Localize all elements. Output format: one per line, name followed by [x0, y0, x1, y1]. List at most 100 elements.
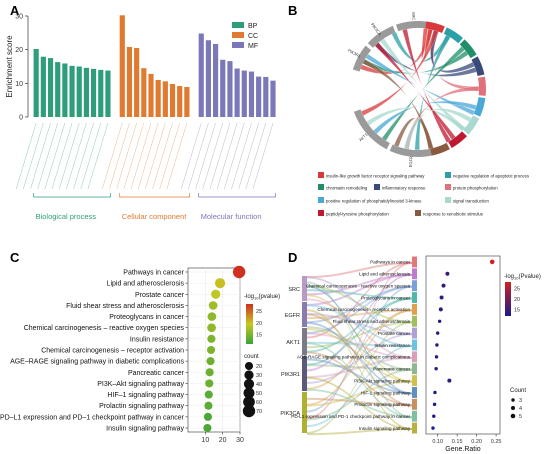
d-sankey-flow — [307, 285, 412, 413]
b-term-arc — [425, 21, 445, 33]
a-bar-mf — [263, 76, 269, 117]
a-group-label-mf: Molecular function — [201, 212, 262, 221]
d-sankey-flow — [307, 388, 412, 419]
d-sankey-flow — [307, 322, 412, 395]
a-term-label-placeholder — [15, 122, 37, 190]
c-category-label: PI3K–Akt signaling pathway — [97, 381, 184, 388]
b-term-arc — [443, 27, 463, 44]
d-category-label: Insulin signaling pathway — [359, 426, 411, 431]
a-bar-bp — [83, 67, 89, 117]
d-point — [447, 378, 452, 383]
d-sankey-flow — [307, 342, 412, 419]
panel-label-a: A — [10, 3, 20, 18]
d-sankey-flow — [307, 289, 412, 300]
a-term-label-placeholder — [23, 122, 44, 190]
b-legend-label: protein phosphorylation — [453, 186, 498, 191]
d-gene-node — [302, 356, 307, 391]
c-point — [232, 265, 246, 279]
a-bar-mf — [198, 33, 204, 117]
d-sankey-flow — [307, 297, 412, 366]
d-point — [435, 331, 440, 335]
a-bar-bp — [62, 63, 68, 117]
b-chord-ribbon — [366, 107, 466, 132]
c-size-legend-dot — [243, 378, 255, 390]
d-point — [438, 307, 443, 312]
d-category-node — [412, 339, 417, 351]
c-size-legend-title: count — [244, 354, 259, 360]
d-sankey-flow — [307, 368, 412, 421]
d-size-legend-dot — [510, 413, 516, 419]
d-sankey-flow — [307, 294, 412, 383]
panel-label-c: C — [10, 250, 20, 265]
d-point — [434, 367, 438, 371]
d-category-node — [412, 327, 417, 339]
d-color-tick-label: 20 — [514, 297, 520, 303]
c-x-tick-label: 10 — [201, 437, 209, 444]
d-category-node — [412, 387, 417, 398]
b-legend-swatch — [445, 184, 451, 190]
panel-a-bar-chart: 0 10 20 30 Enrichment score Biological proces… — [5, 14, 276, 221]
a-bar-mf — [227, 61, 233, 117]
a-legend-label-mf: MF — [248, 43, 258, 50]
c-category-label: Proteoglycans in cancer — [109, 314, 184, 321]
d-color-tick-label: 15 — [514, 308, 520, 314]
d-sankey-flow — [307, 397, 412, 407]
a-bar-cc — [177, 86, 183, 117]
a-term-label-placeholder — [152, 122, 173, 190]
a-bar-cc — [184, 87, 190, 117]
c-category-label: Insulin signaling pathway — [106, 426, 184, 433]
d-point — [439, 295, 444, 300]
d-sankey-flow — [307, 309, 412, 406]
b-gene-arc — [389, 144, 437, 157]
b-legend-swatch — [318, 210, 324, 216]
c-category-label: Fluid shear stress and atherosclerosis — [66, 303, 184, 310]
b-legend-swatch — [318, 172, 324, 178]
a-term-label-placeholder — [58, 122, 80, 190]
d-sankey-flow — [307, 321, 412, 349]
d-sankey-flow — [307, 285, 412, 334]
c-point — [204, 390, 213, 399]
b-chord-ribbon — [365, 53, 476, 116]
b-legend-label: peptidyl-tyrosine phosphorylation — [326, 212, 389, 217]
c-size-legend-label: 30 — [256, 373, 262, 379]
a-term-label-placeholder — [252, 122, 274, 190]
d-point — [437, 319, 442, 323]
d-category-node — [412, 280, 417, 292]
b-legend-swatch — [415, 210, 421, 216]
c-x-tick-label: 30 — [236, 437, 244, 444]
panel-label-b: B — [288, 3, 297, 18]
d-sankey-flow — [307, 304, 412, 347]
c-size-legend-dot — [243, 396, 255, 408]
panel-label-d: D — [288, 250, 297, 265]
d-sankey-flow — [307, 376, 412, 431]
d-gene-node — [302, 302, 307, 327]
d-gene-label: AKT1 — [286, 340, 300, 346]
a-term-label-placeholder — [238, 122, 259, 190]
d-gene-node — [302, 276, 307, 301]
c-size-legend-label: 20 — [256, 364, 262, 370]
d-sankey-flow — [307, 273, 412, 296]
a-bar-bp — [91, 68, 97, 117]
c-category-label: HIF–1 signaling pathway — [107, 392, 184, 399]
c-category-label: Prostate cancer — [135, 292, 185, 299]
d-category-node — [412, 303, 417, 315]
c-size-legend-dot — [244, 361, 254, 371]
c-point — [207, 323, 216, 333]
c-color-tick-label: 15 — [256, 333, 262, 339]
a-term-label-placeholder — [231, 122, 252, 190]
a-legend-swatch-cc — [232, 32, 244, 38]
d-size-legend-label: 5 — [519, 414, 522, 420]
a-bar-bp — [105, 70, 111, 117]
b-legend-label: negative regulation of apoptotic process — [453, 174, 529, 179]
a-bar-cc — [169, 84, 176, 117]
d-category-label: Fluid shear stress and atherosclerosis — [333, 319, 411, 324]
d-sankey-flow — [307, 297, 412, 353]
d-gene-label: SRC — [288, 287, 300, 293]
d-category-node — [412, 315, 417, 327]
c-point — [207, 312, 217, 321]
c-point — [205, 379, 214, 388]
a-group-label-cc: Cellular component — [122, 212, 188, 221]
d-sankey-flow — [307, 309, 412, 320]
c-size-legend-label: 40 — [256, 382, 262, 388]
a-y-tick-label: 0 — [19, 115, 23, 122]
